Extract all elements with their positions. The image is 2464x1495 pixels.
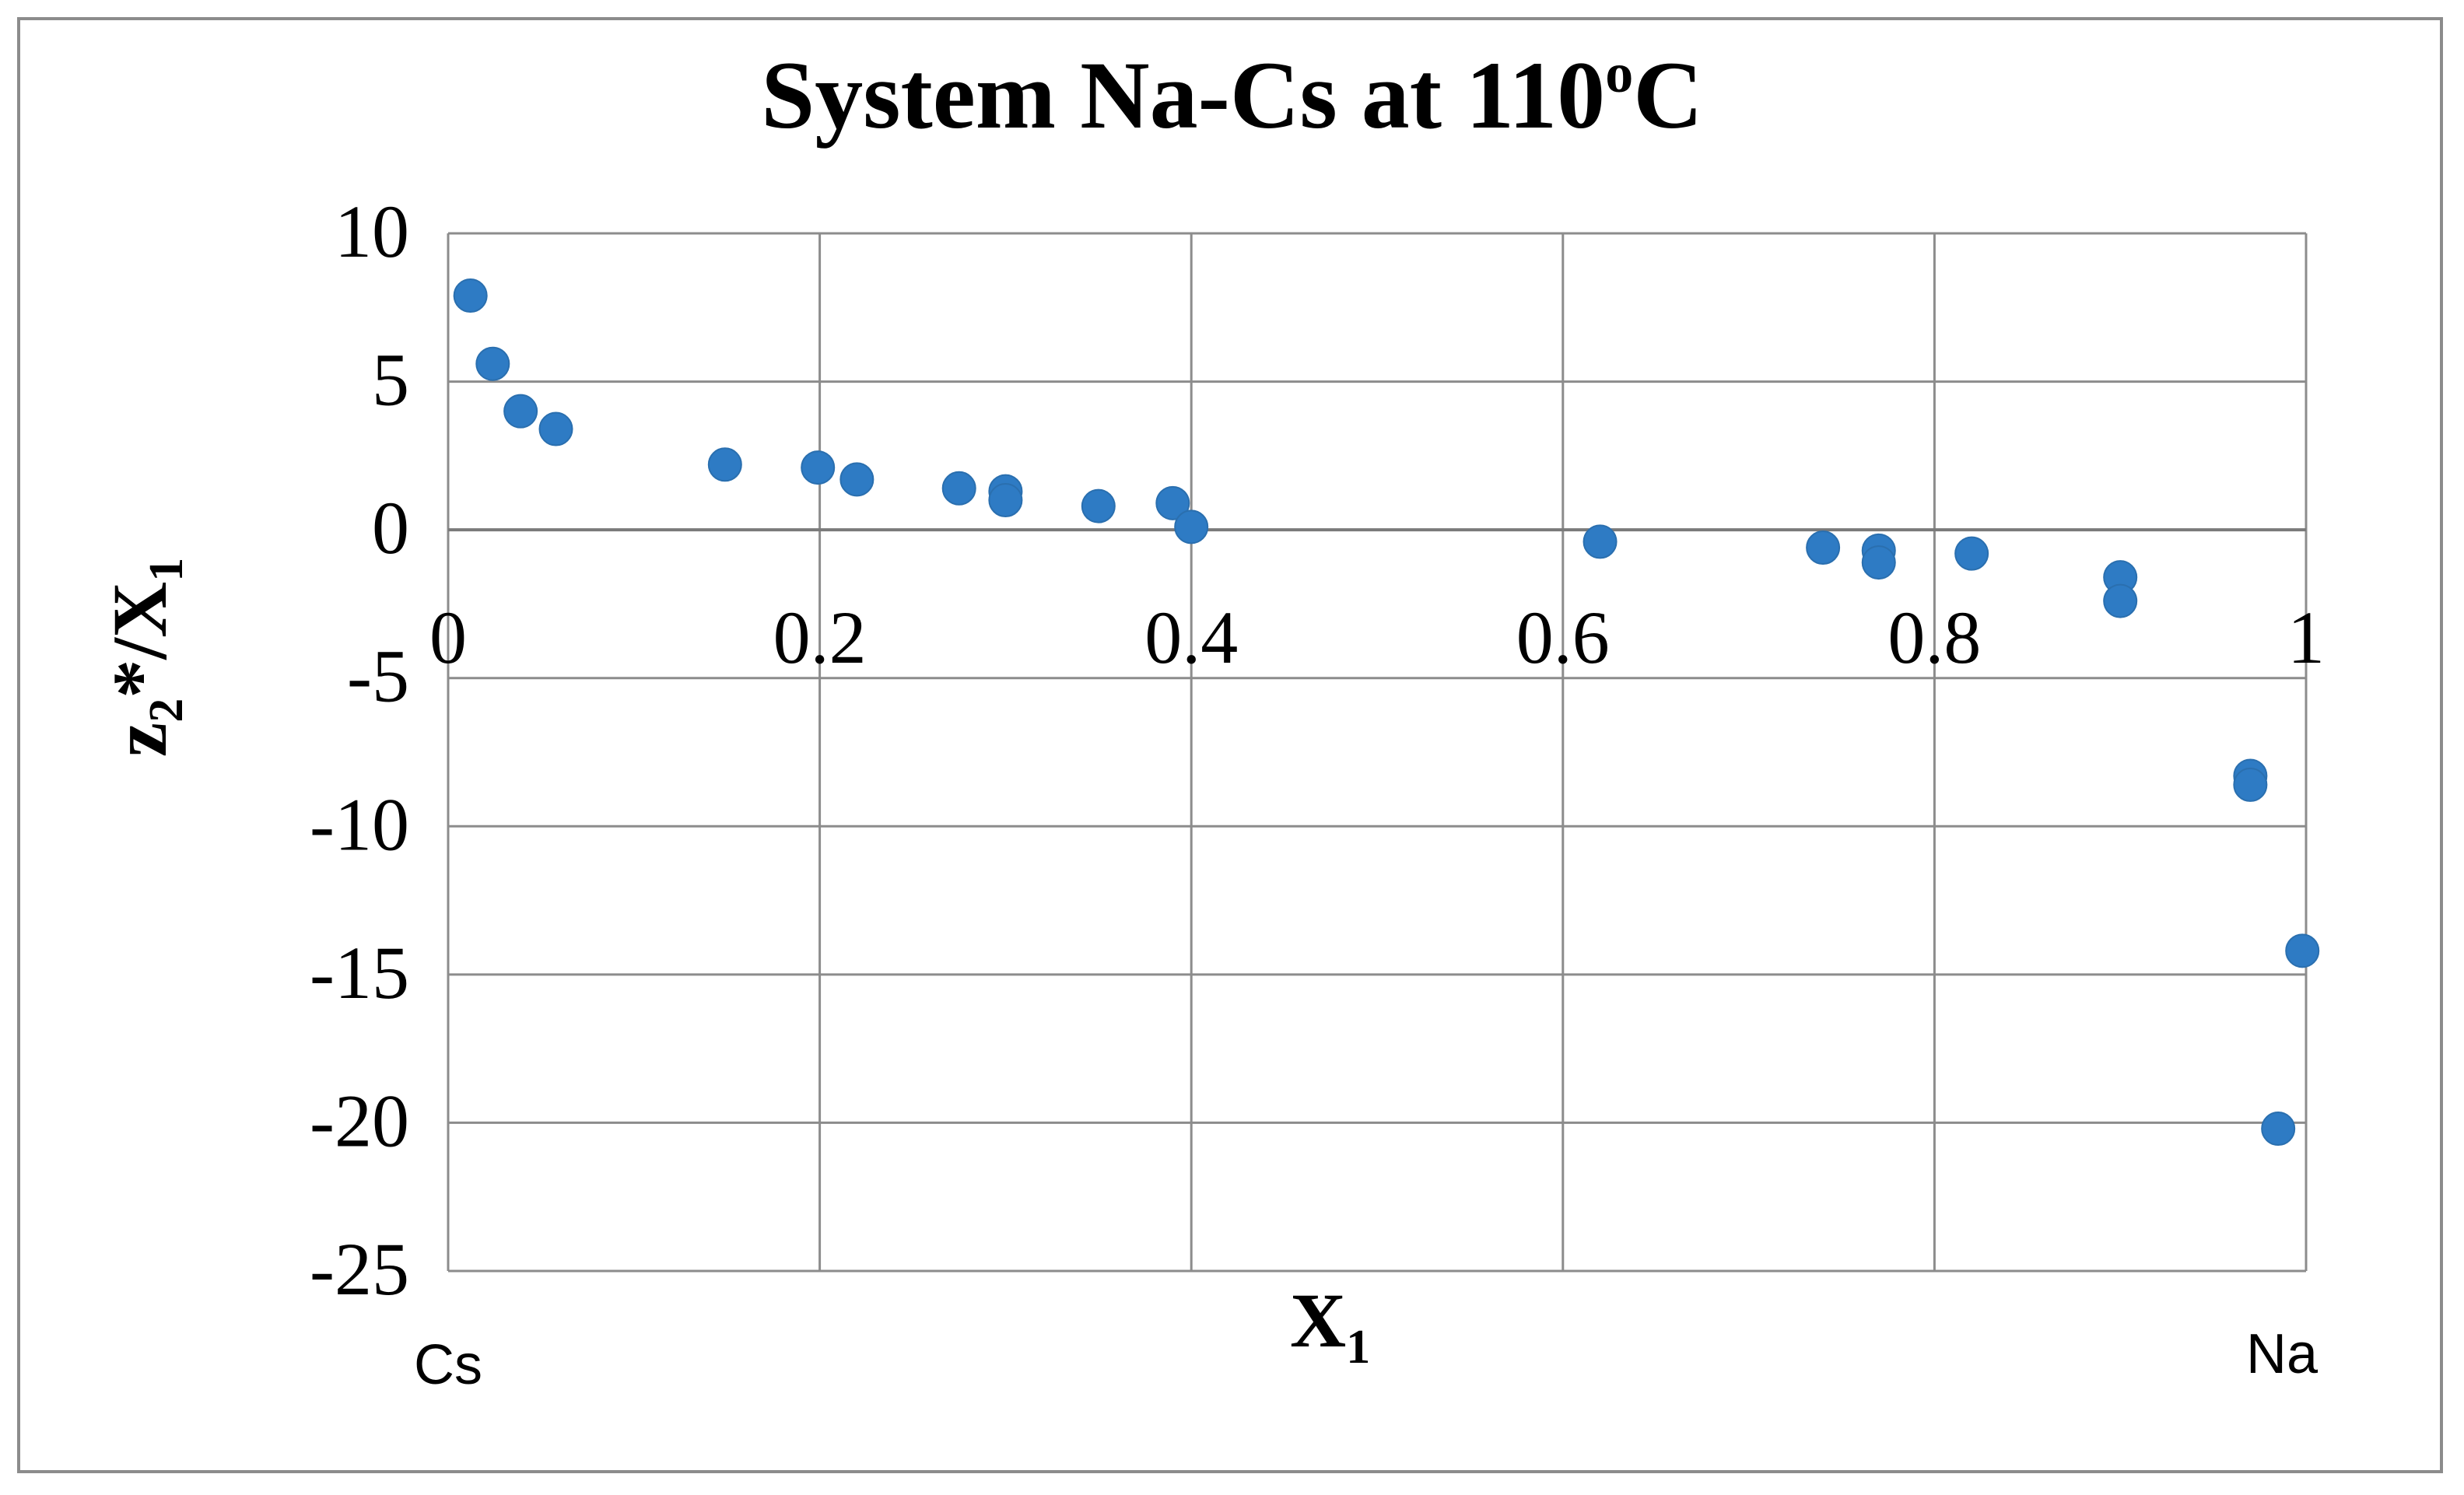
data-point-22 (2261, 1112, 2296, 1147)
data-point-21 (2233, 767, 2268, 802)
y-tick-label-6: -20 (310, 1079, 409, 1162)
x-tick-label-5: 1 (2287, 596, 2325, 679)
data-point-17 (1954, 536, 1989, 571)
y-axis-label: z2*/X1 (96, 557, 193, 758)
chart-title: System Na-Cs at 110oC (761, 42, 1703, 149)
data-point-16 (1861, 545, 1896, 580)
x-tick-label-1: 0.2 (773, 596, 867, 679)
data-point-11 (1155, 485, 1190, 520)
data-point-4 (707, 447, 742, 482)
x-tick-label-2: 0.4 (1144, 596, 1238, 679)
y-tick-label-4: -10 (310, 783, 409, 866)
left-end-label: Cs (414, 1334, 482, 1396)
data-point-14 (1806, 530, 1841, 565)
data-point-7 (941, 471, 976, 506)
y-tick-label-3: -5 (347, 635, 409, 718)
x-tick-label-3: 0.6 (1516, 596, 1610, 679)
data-point-2 (503, 394, 538, 429)
y-tick-label-2: 0 (372, 486, 409, 569)
y-tick-label-7: -25 (310, 1227, 409, 1311)
data-point-19 (2103, 583, 2138, 618)
data-point-13 (1582, 524, 1618, 559)
x-tick-label-4: 0.8 (1887, 596, 1981, 679)
data-point-1 (475, 346, 510, 381)
right-end-label: Na (2246, 1323, 2319, 1385)
data-point-6 (839, 462, 874, 497)
data-point-23 (2285, 933, 2320, 968)
data-point-12 (1174, 509, 1209, 544)
data-point-3 (538, 411, 573, 446)
data-point-5 (801, 450, 836, 485)
data-point-10 (1081, 488, 1116, 523)
x-tick-label-0: 0 (429, 596, 467, 679)
chart-frame (17, 17, 2443, 1473)
data-points (453, 278, 2320, 1147)
data-point-9 (988, 483, 1023, 518)
data-point-0 (453, 278, 488, 313)
y-tick-label-1: 5 (372, 338, 409, 422)
y-tick-label-0: 10 (335, 190, 409, 273)
x-axis-label: X1 (1290, 1277, 1371, 1374)
y-tick-label-5: -15 (310, 931, 409, 1014)
gridlines (447, 232, 2308, 1273)
